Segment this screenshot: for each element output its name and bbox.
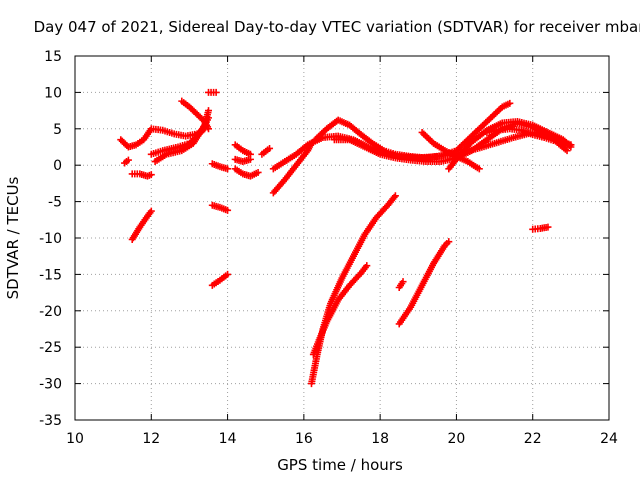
data-point (363, 262, 371, 270)
data-point (565, 142, 573, 150)
data-point (567, 143, 575, 151)
y-tick-label: -30 (39, 377, 62, 393)
data-point (224, 165, 232, 173)
series-arc-c (128, 170, 155, 180)
series-arc-z (483, 125, 571, 155)
x-tick-labels: 10 12 14 16 18 20 22 24 (66, 431, 618, 447)
x-tick-label: 22 (524, 431, 542, 447)
data-point (475, 165, 483, 173)
x-tick-label: 10 (66, 431, 84, 447)
y-tick-label: 0 (53, 158, 62, 174)
series-arc-j (208, 201, 232, 214)
x-tick-label: 12 (142, 431, 160, 447)
series-arc-i (208, 160, 232, 173)
data-point (563, 147, 571, 155)
series-arc-aa (529, 223, 552, 233)
series-arc-m (231, 155, 254, 166)
series-arc-a (117, 125, 209, 151)
y-tick-label: 10 (44, 85, 62, 101)
axis-ticks (74, 55, 610, 421)
x-tick-label: 24 (600, 431, 618, 447)
series-arc-g (178, 97, 212, 133)
data-point (124, 156, 132, 164)
data-point (506, 99, 514, 107)
series-arc-v (395, 278, 407, 292)
y-tick-labels: 15 10 5 0 -5 -10 -15 -20 -25 -30 -35 (39, 49, 62, 429)
y-tick-label: -15 (39, 267, 62, 283)
data-point (544, 223, 552, 231)
y-tick-label: 5 (53, 122, 62, 138)
data-point (147, 171, 155, 179)
data-point (224, 270, 232, 278)
x-tick-label: 18 (371, 431, 389, 447)
x-tick-label: 14 (219, 431, 237, 447)
data-point (246, 155, 254, 163)
series-arc-w (395, 238, 453, 328)
data-point (205, 125, 212, 133)
data-points (117, 88, 575, 388)
series-arc-n (231, 165, 262, 180)
data-point (224, 206, 232, 214)
x-tick-label: 20 (448, 431, 466, 447)
data-point (445, 238, 453, 246)
series-arc-k (208, 270, 232, 289)
data-point (399, 278, 407, 286)
series-arc-b (121, 156, 132, 167)
y-tick-label: -5 (48, 195, 62, 211)
series-arc-d (128, 207, 155, 243)
data-point (266, 144, 274, 152)
data-point (212, 88, 220, 96)
series-arc-h (205, 88, 220, 96)
data-point (391, 192, 399, 200)
y-tick-label: 15 (44, 49, 62, 65)
data-point (254, 168, 262, 176)
y-tick-label: -35 (39, 413, 62, 429)
y-tick-label: -10 (39, 231, 62, 247)
data-point (205, 107, 212, 115)
y-tick-label: -20 (39, 304, 62, 320)
data-point (147, 207, 155, 215)
series-arc-o (258, 144, 274, 158)
x-axis-title: GPS time / hours (277, 456, 403, 474)
y-axis-title: SDTVAR / TECUs (4, 176, 22, 299)
series-arc-u (309, 262, 371, 358)
chart-title: Day 047 of 2021, Sidereal Day-to-day VTE… (34, 18, 640, 36)
series-arc-l (231, 141, 254, 158)
x-tick-label: 16 (295, 431, 313, 447)
grid-lines (75, 56, 609, 420)
y-tick-label: -25 (39, 340, 62, 356)
